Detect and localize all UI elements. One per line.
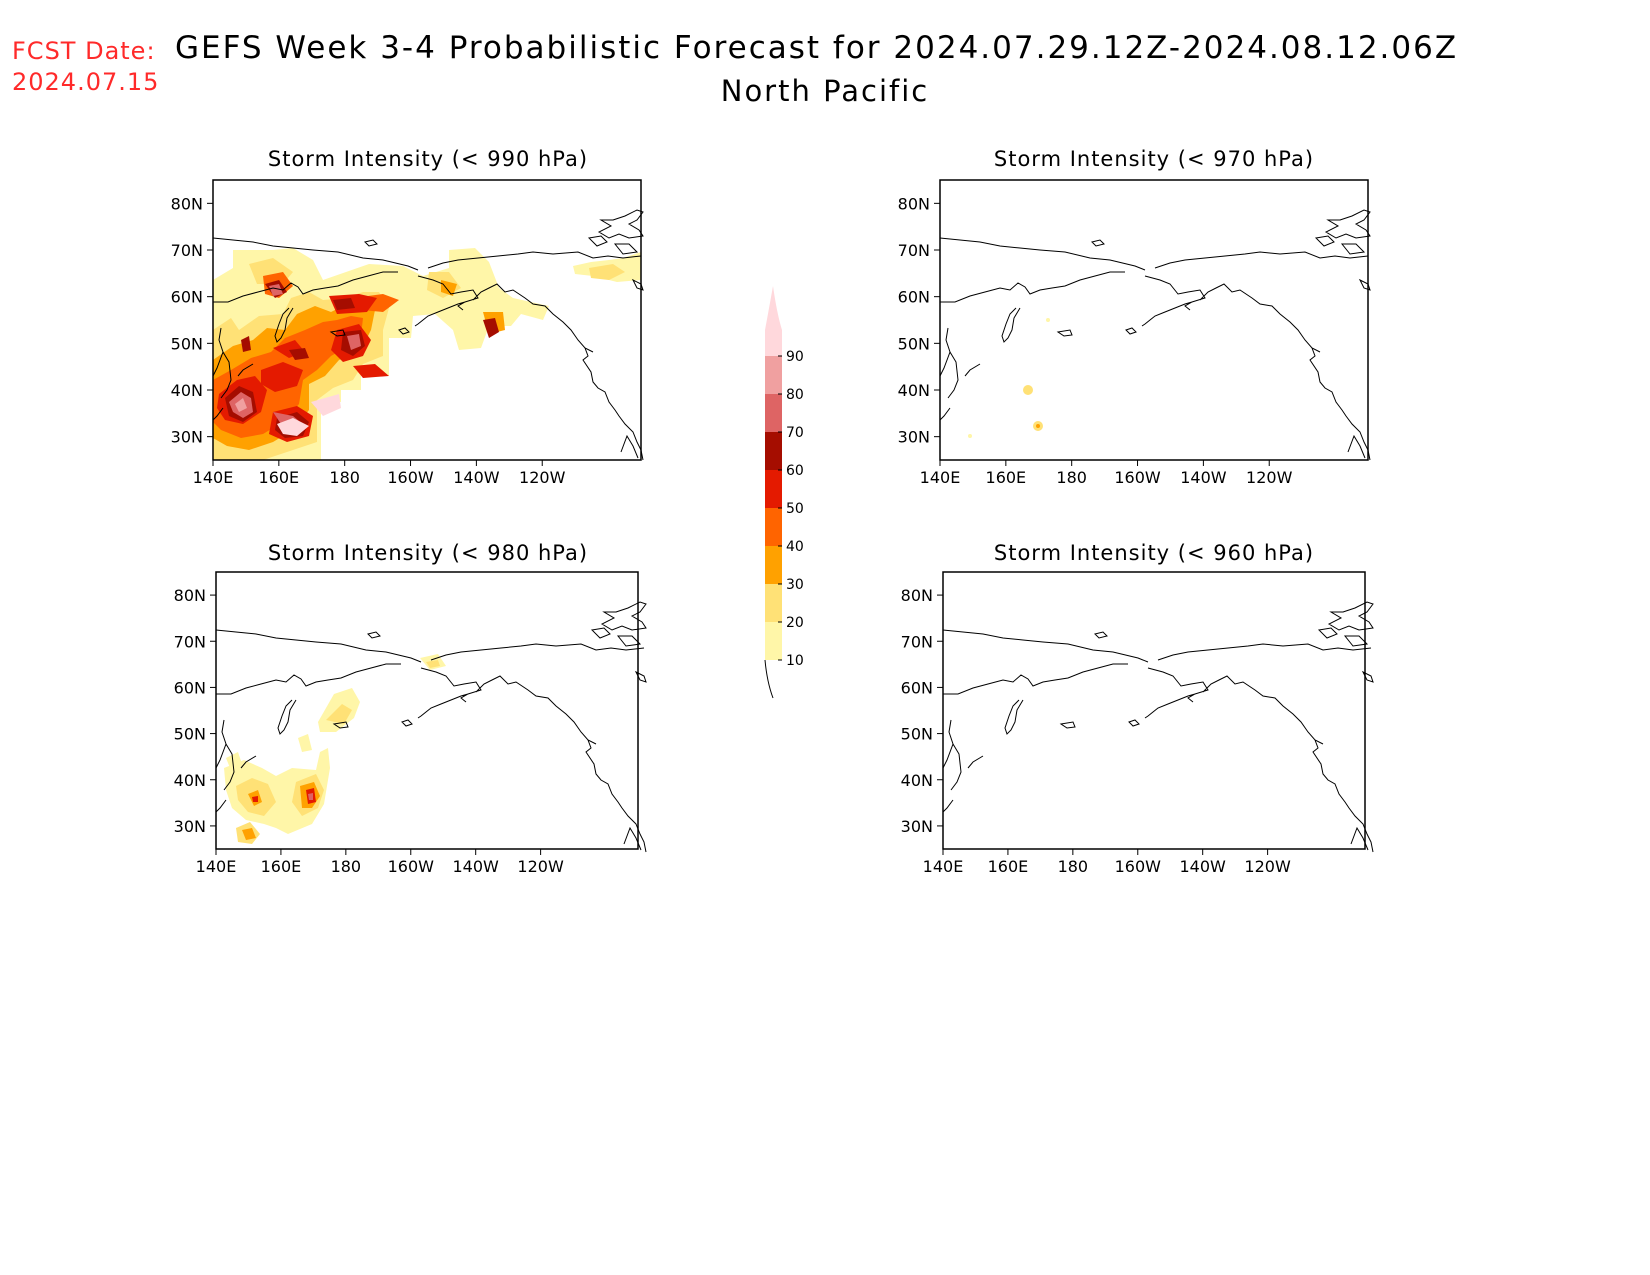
y-tick-label: 60N bbox=[171, 288, 203, 307]
x-tick-label: 160E bbox=[988, 857, 1029, 876]
colorbar-label: 30 bbox=[786, 577, 804, 593]
x-tick-label: 140E bbox=[196, 857, 237, 876]
x-tick-label: 120W bbox=[517, 857, 564, 876]
colorbar-swatch bbox=[765, 394, 782, 432]
y-tick-label: 30N bbox=[898, 428, 930, 447]
colorbar-label: 60 bbox=[786, 463, 804, 479]
y-tick-label: 40N bbox=[901, 771, 933, 790]
colorbar-swatch bbox=[765, 432, 782, 470]
y-tick-label: 40N bbox=[898, 381, 930, 400]
colorbar-legend: 10 20 30 40 50 60 70 80 90 bbox=[764, 286, 804, 699]
x-tick-label: 140E bbox=[923, 857, 964, 876]
panel-title: Storm Intensity (< 990 hPa) bbox=[268, 147, 588, 171]
x-tick-label: 160E bbox=[986, 468, 1027, 487]
y-tick-label: 50N bbox=[174, 725, 206, 744]
probability-shading bbox=[968, 318, 1050, 438]
page-subtitle: North Pacific bbox=[720, 74, 930, 108]
x-tick-label: 160W bbox=[1114, 468, 1161, 487]
map-frame bbox=[215, 571, 639, 850]
forecast-date-label: FCST Date: 2024.07.15 bbox=[12, 36, 159, 98]
y-tick-label: 60N bbox=[898, 288, 930, 307]
map-frame bbox=[942, 571, 1366, 850]
panel-990hpa: Storm Intensity (< 990 hPa) bbox=[171, 147, 644, 487]
x-tick-label: 160E bbox=[261, 857, 302, 876]
x-tick-label: 140E bbox=[193, 468, 234, 487]
x-tick-label: 160W bbox=[388, 857, 435, 876]
colorbar-swatch bbox=[765, 470, 782, 508]
y-tick-label: 70N bbox=[898, 241, 930, 260]
x-tick-label: 140E bbox=[920, 468, 961, 487]
colorbar-label: 10 bbox=[786, 653, 804, 669]
colorbar-swatch bbox=[765, 584, 782, 622]
y-tick-label: 50N bbox=[901, 725, 933, 744]
colorbar-label: 40 bbox=[786, 539, 804, 555]
forecast-date-caption: FCST Date: bbox=[12, 37, 156, 65]
y-tick-label: 30N bbox=[901, 817, 933, 836]
x-tick-label: 180 bbox=[329, 468, 360, 487]
y-tick-label: 50N bbox=[171, 334, 203, 353]
panel-title: Storm Intensity (< 960 hPa) bbox=[994, 541, 1314, 565]
y-tick-label: 70N bbox=[174, 632, 206, 651]
y-tick-label: 80N bbox=[898, 194, 930, 213]
y-tick-label: 40N bbox=[174, 771, 206, 790]
colorbar-swatch bbox=[765, 356, 782, 394]
panel-title: Storm Intensity (< 980 hPa) bbox=[268, 541, 588, 565]
map-frame bbox=[939, 179, 1369, 461]
axis-ticks: 140E 160E 180 160W 140W 120W 30N 40N 50N 60N 70N 80… bbox=[898, 194, 1293, 487]
map-frame bbox=[212, 179, 642, 461]
x-tick-label: 180 bbox=[1056, 468, 1087, 487]
colorbar-label: 20 bbox=[786, 615, 804, 631]
x-tick-label: 140W bbox=[1180, 468, 1227, 487]
y-tick-label: 70N bbox=[901, 632, 933, 651]
panel-980hpa: Storm Intensity (< 980 hPa) bbox=[174, 541, 647, 876]
colorbar-swatch-top bbox=[765, 286, 782, 356]
x-tick-label: 160E bbox=[259, 468, 300, 487]
colorbar-label: 50 bbox=[786, 501, 804, 517]
x-tick-label: 160W bbox=[1115, 857, 1162, 876]
axis-ticks: 140E 160E 180 160W 140W 120W 30N 40N 50N 60N 70N 80… bbox=[171, 194, 566, 487]
panel-970hpa: Storm Intensity (< 970 hPa) 140E 160E 180 1… bbox=[898, 147, 1371, 487]
panel-960hpa: Storm Intensity (< 960 hPa) 140E 160E 180 1… bbox=[901, 541, 1374, 876]
colorbar-label: 70 bbox=[786, 425, 804, 441]
colorbar-label: 90 bbox=[786, 349, 804, 365]
colorbar-swatch bbox=[765, 508, 782, 546]
y-tick-label: 80N bbox=[901, 586, 933, 605]
page-title: GEFS Week 3-4 Probabilistic Forecast for… bbox=[175, 30, 1459, 66]
colorbar-end-bottom bbox=[764, 659, 774, 699]
x-tick-label: 120W bbox=[1246, 468, 1293, 487]
x-tick-label: 140W bbox=[453, 468, 500, 487]
x-tick-label: 160W bbox=[387, 468, 434, 487]
probability-shading bbox=[213, 248, 641, 460]
x-tick-label: 140W bbox=[1180, 857, 1227, 876]
y-tick-label: 70N bbox=[171, 241, 203, 260]
panel-title: Storm Intensity (< 970 hPa) bbox=[994, 147, 1314, 171]
x-tick-label: 120W bbox=[519, 468, 566, 487]
x-tick-label: 180 bbox=[331, 857, 362, 876]
y-tick-label: 30N bbox=[171, 428, 203, 447]
colorbar-swatch bbox=[765, 546, 782, 584]
x-tick-label: 180 bbox=[1058, 857, 1089, 876]
axis-ticks: 140E 160E 180 160W 140W 120W 30N 40N 50N 60N 70N 80… bbox=[901, 586, 1291, 876]
x-tick-label: 140W bbox=[453, 857, 500, 876]
x-tick-label: 120W bbox=[1244, 857, 1291, 876]
forecast-date-value: 2024.07.15 bbox=[12, 68, 160, 96]
y-tick-label: 80N bbox=[171, 194, 203, 213]
colorbar-swatch bbox=[765, 622, 782, 660]
y-tick-label: 40N bbox=[171, 381, 203, 400]
y-tick-label: 50N bbox=[898, 334, 930, 353]
y-tick-label: 60N bbox=[174, 678, 206, 697]
y-tick-label: 80N bbox=[174, 586, 206, 605]
colorbar-label: 80 bbox=[786, 387, 804, 403]
y-tick-label: 60N bbox=[901, 678, 933, 697]
probability-shading bbox=[224, 654, 446, 844]
axis-ticks: 140E 160E 180 160W 140W 120W 30N 40N 50N 60N 70N 80… bbox=[174, 586, 564, 876]
y-tick-label: 30N bbox=[174, 817, 206, 836]
